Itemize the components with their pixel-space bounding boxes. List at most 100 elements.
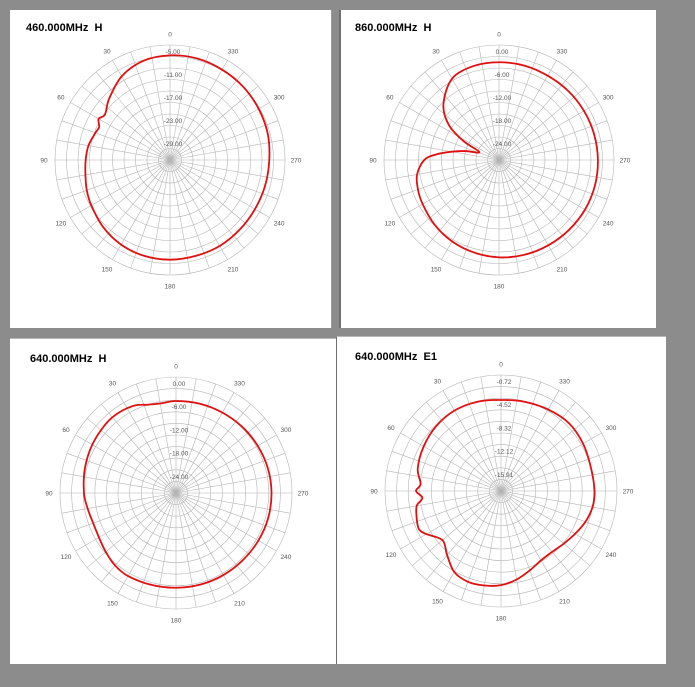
grid-spoke — [175, 492, 286, 533]
grid-spoke — [61, 472, 177, 494]
grid-spoke — [175, 492, 251, 583]
grid-spoke — [399, 159, 500, 218]
grid-spoke — [410, 159, 500, 235]
grid-spoke — [149, 159, 171, 274]
grid-spoke — [386, 470, 502, 492]
grid-spoke — [81, 85, 171, 161]
radial-tick-label: 0.00 — [173, 381, 186, 388]
chart-title: 640.000MHz E1 — [355, 351, 437, 363]
grid-spoke — [169, 60, 228, 161]
radial-tick-label: -23.00 — [164, 118, 183, 125]
angle-tick-label: 330 — [228, 48, 239, 55]
angle-tick-label: 180 — [165, 284, 176, 291]
radial-tick-label: -24.00 — [493, 141, 512, 148]
angle-tick-label: 210 — [228, 267, 239, 274]
grid-spoke — [500, 376, 522, 492]
angle-tick-label: 300 — [603, 95, 614, 102]
grid-spoke — [500, 490, 611, 531]
grid-spoke — [386, 490, 502, 512]
grid-spoke — [136, 492, 177, 603]
radial-tick-label: -18.00 — [493, 118, 512, 125]
angle-tick-label: 150 — [431, 267, 442, 274]
grid-spoke — [169, 102, 270, 161]
chart-title: 460.000MHz H — [26, 22, 103, 34]
grid-spoke — [175, 403, 251, 494]
angle-tick-label: 60 — [57, 95, 65, 102]
polar-chart-panel-860-h: 860.000MHz H 0 30 60 90 120 150 180 210 240 270 30… — [339, 10, 656, 328]
grid-spoke — [101, 492, 177, 583]
grid-spoke — [169, 51, 210, 161]
grid-spoke — [112, 159, 171, 260]
grid-spoke — [136, 383, 177, 494]
grid-spoke — [498, 102, 599, 161]
grid-spoke — [498, 159, 613, 181]
grid-spoke — [169, 85, 259, 161]
grid-spoke — [61, 492, 177, 514]
angle-tick-label: 270 — [620, 158, 631, 165]
grid-spoke — [95, 71, 171, 161]
angle-tick-label: 180 — [496, 616, 507, 623]
angle-tick-label: 210 — [557, 267, 568, 274]
angle-tick-label: 30 — [109, 381, 117, 388]
grid-spoke — [441, 159, 500, 260]
angle-tick-label: 330 — [234, 381, 245, 388]
radial-tick-label: -15.91 — [495, 472, 514, 479]
radial-tick-label: -12.00 — [170, 427, 189, 434]
grid-spoke — [498, 159, 520, 274]
angle-tick-label: 120 — [61, 554, 72, 561]
grid-spoke — [61, 120, 171, 161]
grid-spoke — [155, 492, 177, 608]
grid-spoke — [385, 159, 500, 181]
grid-spoke — [498, 159, 588, 235]
grid-spoke — [411, 490, 502, 566]
grid-spoke — [400, 432, 502, 492]
grid-spoke — [391, 451, 502, 492]
grid-spoke — [498, 71, 574, 161]
grid-spoke — [500, 490, 576, 581]
grid-spoke — [498, 159, 574, 249]
radial-tick-label: 0.00 — [496, 49, 509, 56]
grid-spoke — [66, 492, 177, 533]
grid-spoke — [441, 60, 500, 161]
grid-spoke — [500, 432, 602, 492]
radial-tick-label: -6.00 — [172, 404, 187, 411]
radial-tick-label: -0.72 — [497, 379, 512, 386]
grid-spoke — [500, 470, 616, 492]
grid-spoke — [169, 159, 228, 260]
grid-spoke — [169, 71, 245, 161]
grid-spoke — [424, 71, 500, 161]
grid-spoke — [500, 451, 611, 492]
angle-tick-label: 330 — [557, 48, 568, 55]
radial-tick-label: -12.00 — [493, 95, 512, 102]
grid-spoke — [86, 492, 177, 568]
angle-tick-label: 60 — [386, 95, 394, 102]
grid-spoke — [500, 401, 576, 492]
angle-tick-label: 300 — [281, 427, 292, 434]
grid-spoke — [169, 46, 191, 161]
angle-tick-label: 180 — [171, 618, 182, 625]
grid-spoke — [500, 490, 602, 550]
grid-spoke — [169, 159, 210, 269]
polar-plot-area: 0 30 60 90 120 150 180 210 240 270 300 330 0.00 -6.00… — [369, 32, 630, 291]
grid-spoke — [442, 390, 502, 492]
grid-spoke — [498, 51, 539, 161]
grid-spoke — [169, 159, 259, 235]
chart-title: 860.000MHz H — [355, 22, 432, 34]
grid-spoke — [391, 490, 502, 531]
pattern-series-line — [415, 61, 599, 259]
radial-tick-label: -8.32 — [497, 425, 512, 432]
grid-spoke — [478, 46, 500, 161]
grid-spoke — [461, 381, 502, 492]
radial-tick-label: -6.00 — [495, 72, 510, 79]
polar-plot-area: 0 30 60 90 120 150 180 210 240 270 300 330 0.00 -6.00… — [45, 364, 308, 625]
angle-tick-label: 270 — [623, 489, 634, 496]
angle-tick-label: 210 — [559, 598, 570, 605]
grid-spoke — [498, 139, 613, 161]
angle-tick-label: 240 — [274, 221, 285, 228]
grid-spoke — [70, 159, 171, 218]
angle-tick-label: 0 — [174, 364, 178, 371]
grid-spoke — [390, 159, 500, 200]
grid-spoke — [424, 159, 500, 249]
grid-spoke — [86, 418, 177, 494]
polar-chart-panel-460-h: 460.000MHz H 0 30 60 90 120 150 180 210 240 270 30… — [10, 10, 332, 328]
